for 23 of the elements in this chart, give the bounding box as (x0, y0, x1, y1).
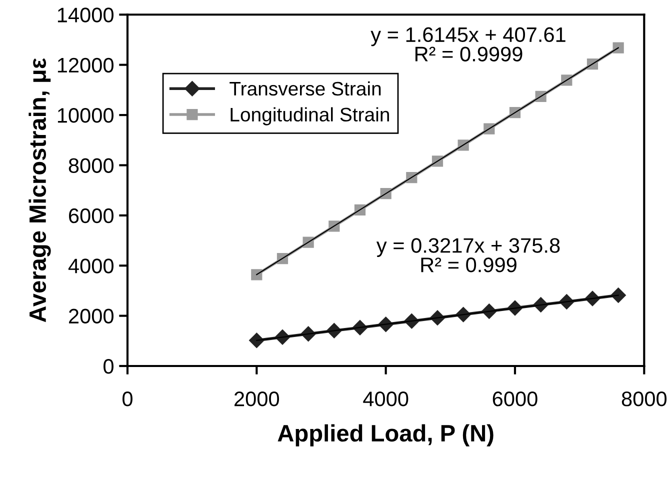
y-tick-label: 14000 (58, 8, 114, 22)
x-tick-label: 2000 (234, 392, 280, 406)
x-tick-label: 4000 (363, 392, 408, 406)
y-tick-label: 12000 (58, 58, 114, 73)
annotation: y = 1.6145x + 407.61 R² = 0.9999 (370, 27, 566, 62)
x-tick-label: 0 (122, 392, 132, 406)
x-tick-label: 8000 (622, 392, 667, 406)
x-axis-title: Applied Load, P (N) (278, 424, 494, 446)
y-tick-label: 6000 (69, 208, 114, 224)
point (612, 42, 624, 54)
y-tick-label: 10000 (58, 108, 114, 123)
x-tick-label: 6000 (492, 392, 538, 406)
y-axis-title: Average Microstrain, με (28, 58, 51, 322)
y-tick-label: 4000 (68, 258, 114, 274)
y-tick-label: 0 (104, 359, 114, 374)
annotation: y = 0.3217x + 375.8 R² = 0.999 (376, 238, 560, 272)
point (610, 288, 626, 303)
point (249, 332, 264, 348)
y-tick-label: 8000 (68, 158, 114, 173)
point (251, 269, 262, 280)
legend-label: Longitudinal Strain (230, 107, 389, 126)
legend-label: Transverse Strain (230, 81, 381, 96)
y-tick-label: 2000 (69, 308, 114, 324)
